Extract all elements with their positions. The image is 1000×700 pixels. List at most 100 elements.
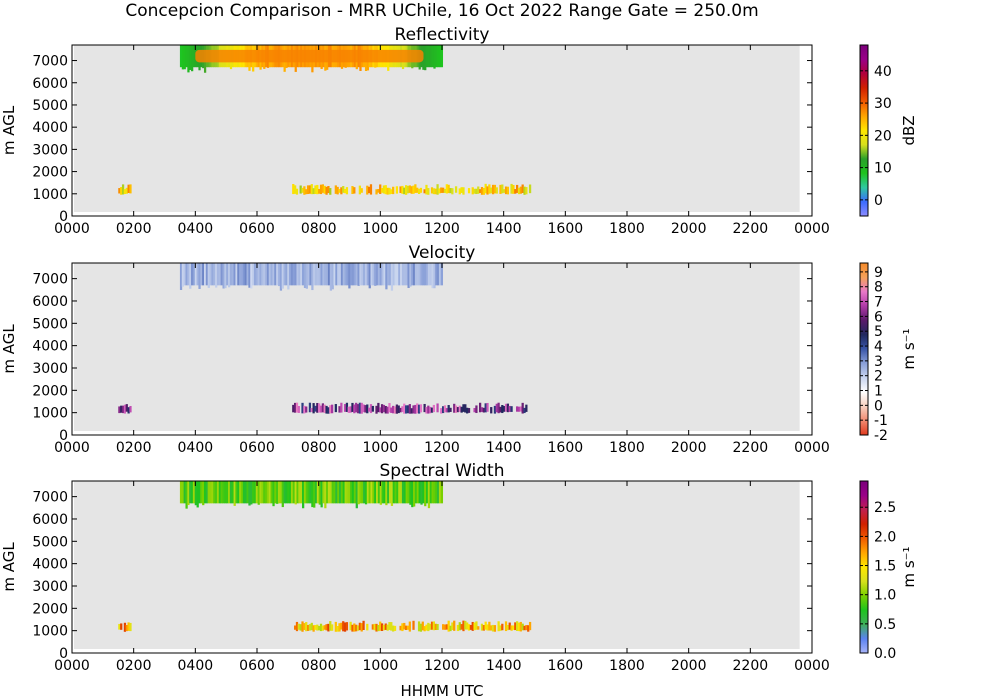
echo-stripe <box>382 624 386 631</box>
echo-stripe <box>366 404 369 414</box>
colorbar <box>859 480 869 654</box>
echo-stripe <box>353 623 356 632</box>
y-tick-label: 0 <box>59 428 68 444</box>
echo-stripe <box>422 263 425 286</box>
echo-stripe <box>430 621 434 630</box>
echo-stripe <box>376 263 379 286</box>
echo-stripe <box>303 405 306 414</box>
echo-stripe <box>528 621 532 631</box>
y-tick-label: 7000 <box>32 490 68 506</box>
echo-upper-layer <box>179 45 444 73</box>
echo-stripe <box>350 263 353 286</box>
echo-stripe <box>460 406 463 413</box>
echo-stripe <box>437 481 440 504</box>
echo-stripe <box>467 624 471 631</box>
echo-stripe <box>211 481 214 504</box>
echo-stripe <box>519 621 522 632</box>
echo-stripe <box>432 404 435 413</box>
echo-stripe <box>449 188 452 194</box>
echo-stripe <box>285 481 288 504</box>
panel-velocity: 0000 0200 0400 0600 0800 1000 1200 1400 1600 1800… <box>0 243 918 456</box>
echo-stripe <box>318 263 321 286</box>
echo-stripe <box>323 185 326 194</box>
echo-stripe <box>451 622 454 630</box>
echo-stripe <box>326 481 329 504</box>
x-tick-label: 1800 <box>609 658 645 674</box>
echo-core <box>195 49 424 63</box>
echo-stripe <box>433 263 436 289</box>
echo-stripe <box>218 263 222 286</box>
echo-stripe <box>464 620 467 630</box>
echo-stripe <box>310 622 313 631</box>
echo-stripe <box>343 622 347 632</box>
echo-lower-band <box>118 402 528 414</box>
echo-stripe <box>454 186 458 193</box>
x-tick-label: 1200 <box>424 658 460 674</box>
echo-stripe <box>390 481 394 506</box>
echo-stripe <box>380 188 384 193</box>
echo-stripe <box>297 406 300 413</box>
echo-stripe <box>323 404 326 414</box>
echo-stripe <box>324 263 327 286</box>
echo-stripe <box>427 622 430 632</box>
y-tick-label: 3000 <box>32 142 68 158</box>
echo-stripe <box>434 188 437 195</box>
x-tick-label: 1400 <box>486 221 522 237</box>
echo-stripe <box>290 263 294 286</box>
echo-stripe <box>422 481 425 504</box>
echo-stripe <box>335 481 338 504</box>
echo-stripe <box>486 402 489 412</box>
echo-stripe <box>516 621 519 631</box>
echo-stripe <box>320 481 323 508</box>
echo-stripe <box>336 186 339 195</box>
echo-stripe <box>121 405 125 414</box>
echo-stripe <box>399 186 402 193</box>
echo-stripe <box>351 263 355 286</box>
echo-stripe <box>438 45 442 68</box>
echo-stripe <box>396 263 399 286</box>
echo-stripe <box>253 481 257 504</box>
colorbar-tick-label: -2 <box>874 428 888 444</box>
echo-stripe <box>508 622 511 630</box>
echo-stripe <box>374 263 377 286</box>
echo-stripe <box>488 621 491 631</box>
echo-stripe <box>252 481 255 504</box>
echo-stripe <box>129 405 132 413</box>
echo-stripe <box>229 263 233 286</box>
echo-stripe <box>401 263 405 286</box>
echo-stripe <box>250 263 253 289</box>
y-tick-label: 5000 <box>32 316 68 332</box>
echo-stripe <box>187 45 190 73</box>
echo-stripe <box>334 185 337 194</box>
echo-stripe <box>372 481 375 504</box>
echo-stripe <box>414 404 417 414</box>
echo-stripe <box>334 404 337 413</box>
echo-stripe <box>303 481 307 504</box>
echo-stripe <box>181 45 185 70</box>
x-tick-label: 0400 <box>178 658 214 674</box>
echo-stripe <box>433 481 436 504</box>
echo-stripe <box>499 184 502 194</box>
echo-stripe <box>272 263 275 286</box>
echo-stripe <box>417 404 421 414</box>
colorbar-tick-label: 2.5 <box>874 500 896 516</box>
echo-stripe <box>118 623 121 630</box>
echo-stripe <box>209 481 212 504</box>
echo-stripe <box>327 186 330 194</box>
echo-stripe <box>514 189 517 194</box>
echo-stripe <box>263 481 266 504</box>
x-tick-label: 1600 <box>548 221 584 237</box>
echo-stripe <box>344 481 347 504</box>
echo-stripe <box>200 263 203 286</box>
echo-stripe <box>425 184 428 195</box>
echo-stripe <box>240 481 244 504</box>
echo-stripe <box>486 624 489 631</box>
echo-stripe <box>424 45 427 71</box>
echo-stripe <box>333 263 336 286</box>
colorbar-label: dBZ <box>900 115 918 145</box>
echo-stripe <box>196 481 199 508</box>
echo-stripe <box>440 187 443 193</box>
echo-lower-band <box>118 620 532 632</box>
echo-stripe <box>196 263 199 286</box>
